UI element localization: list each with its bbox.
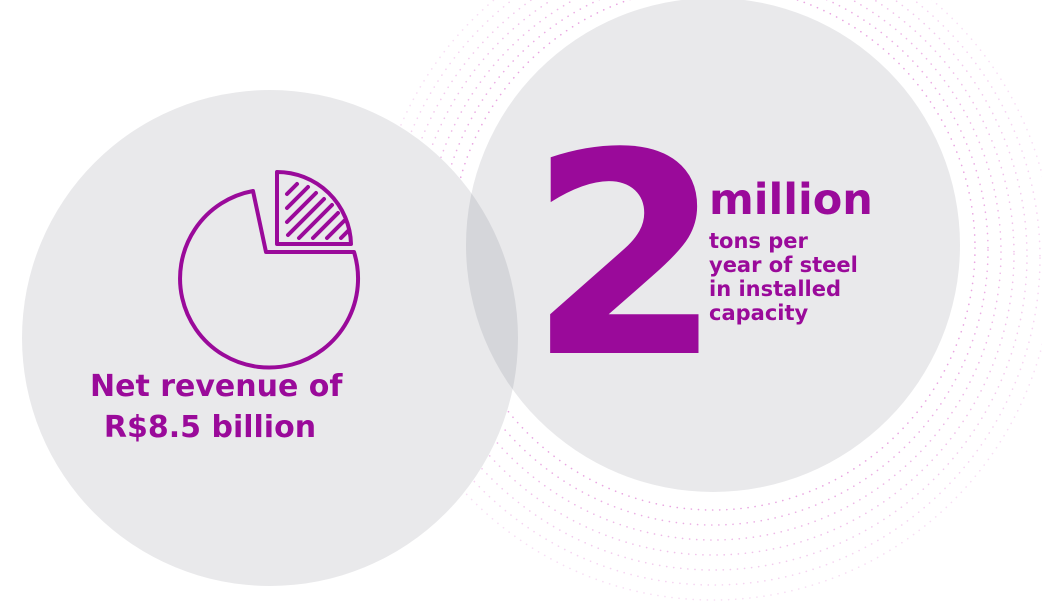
capacity-desc-line: in installed <box>709 277 841 301</box>
capacity-desc-line: capacity <box>709 301 809 325</box>
pie-slice-hatching <box>285 182 350 240</box>
revenue-line-2: R$8.5 billion <box>103 410 317 445</box>
capacity-desc-line: year of steel <box>709 253 858 277</box>
capacity-circle <box>466 0 960 492</box>
revenue-circle <box>22 90 518 586</box>
capacity-desc-line: tons per <box>709 229 808 253</box>
capacity-unit: million <box>709 175 873 225</box>
capacity-big-number: 2 <box>528 94 723 420</box>
capacity-description: tons per year of steel in installed capa… <box>709 229 899 325</box>
revenue-line-1: Net revenue of <box>90 369 343 404</box>
pie-chart-icon <box>178 170 360 370</box>
dotted-rings-decoration <box>372 0 1042 601</box>
revenue-caption: Net revenue of R$8.5 billion <box>90 366 343 448</box>
